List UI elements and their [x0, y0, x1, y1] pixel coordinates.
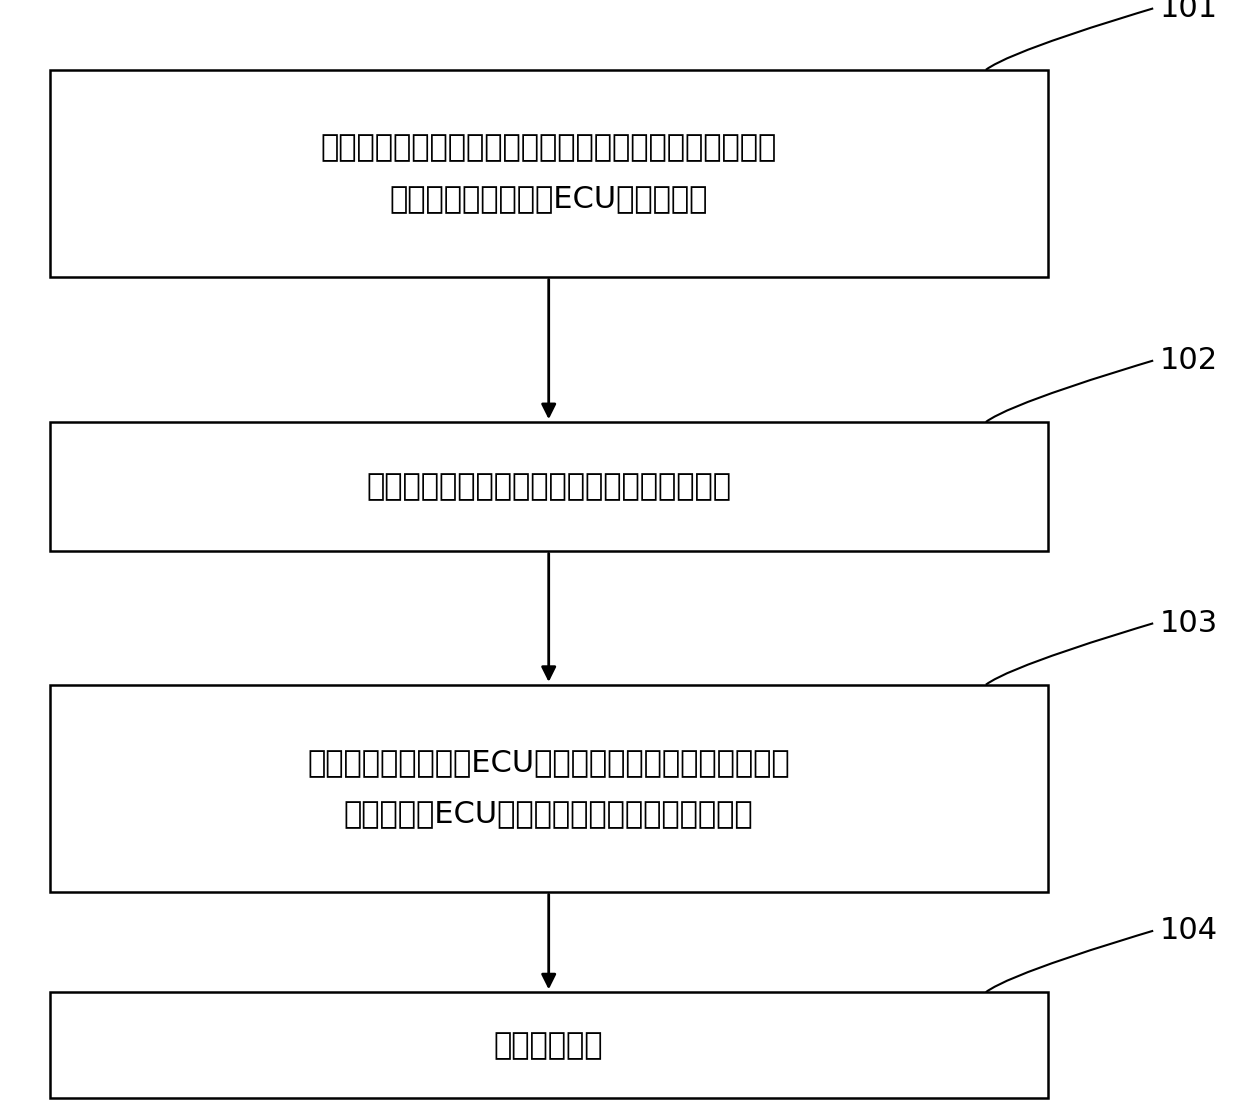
Text: 获取目标车辆的车辆类型信息及目标车辆的汽车电控系统: 获取目标车辆的车辆类型信息及目标车辆的汽车电控系统 — [321, 134, 776, 162]
Bar — [50, 423, 1048, 551]
Text: 104: 104 — [1159, 917, 1218, 945]
Text: 102: 102 — [1159, 347, 1218, 375]
Bar — [50, 684, 1048, 892]
Text: 101: 101 — [1159, 0, 1218, 22]
Text: 根据目标车辆的各个ECU的状态信息更新目标网络架构布: 根据目标车辆的各个ECU的状态信息更新目标网络架构布 — [308, 749, 790, 777]
Bar — [50, 993, 1048, 1098]
Text: 显示目标图像: 显示目标图像 — [494, 1031, 604, 1060]
Text: 中各个电子控制单元ECU的状态信息: 中各个电子控制单元ECU的状态信息 — [389, 184, 708, 212]
Text: 103: 103 — [1159, 609, 1218, 637]
Text: 查询车辆类型信息对应的目标网络架构布局图: 查询车辆类型信息对应的目标网络架构布局图 — [366, 472, 732, 501]
Bar — [50, 69, 1048, 277]
Text: 局图中各个ECU图标的显示元素以生成目标图像: 局图中各个ECU图标的显示元素以生成目标图像 — [343, 799, 754, 827]
